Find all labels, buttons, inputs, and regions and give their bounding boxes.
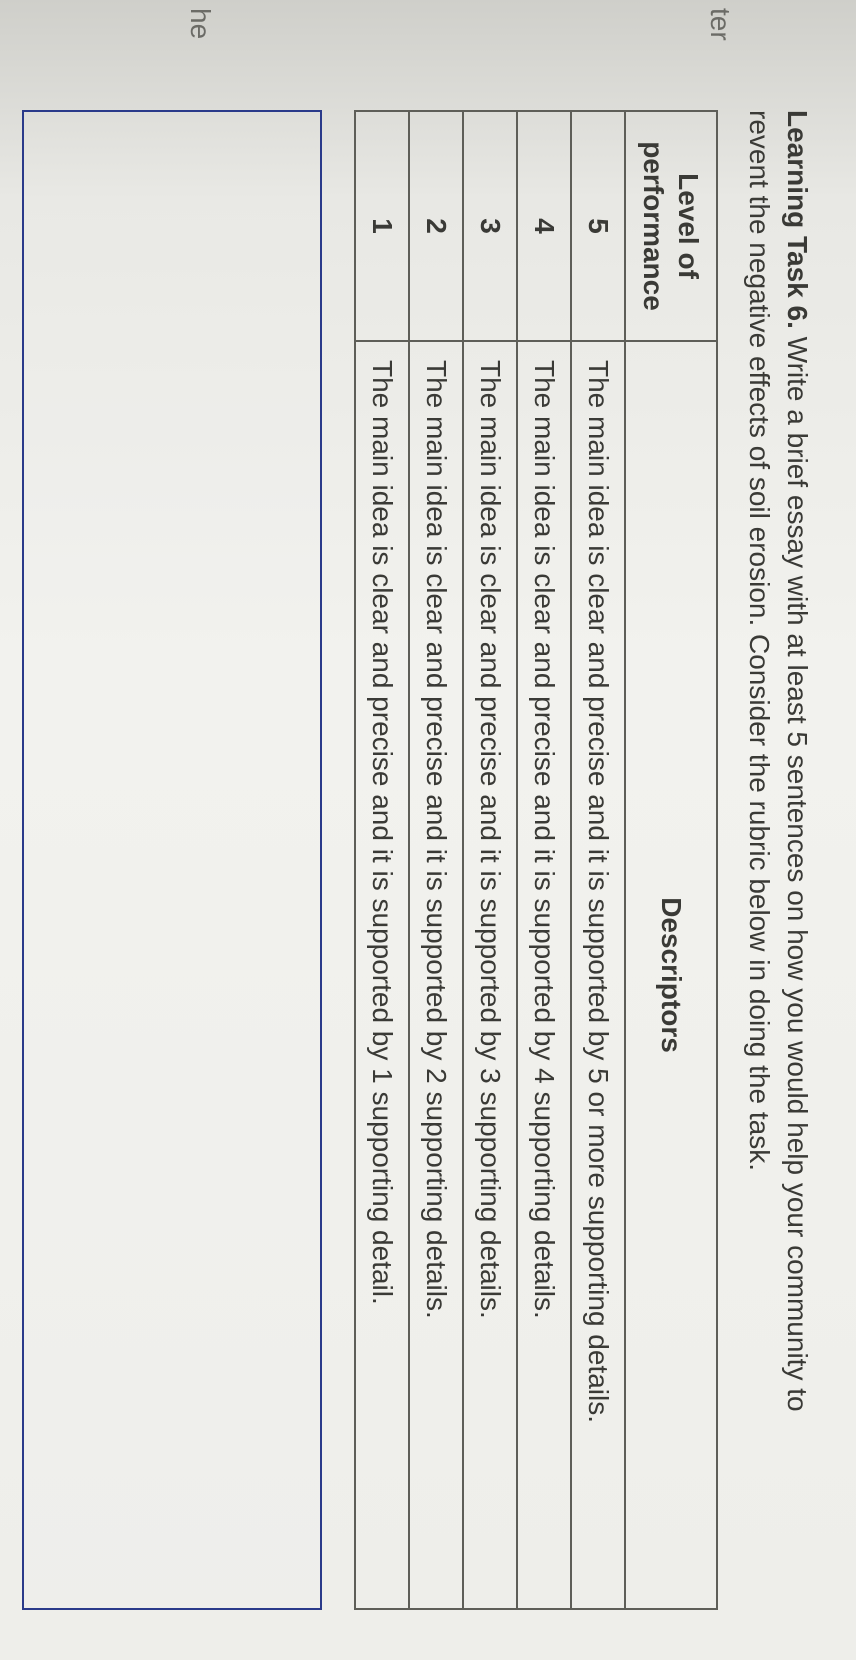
header-descriptors: Descriptors bbox=[625, 341, 717, 1609]
table-row: 2 The main idea is clear and precise and… bbox=[409, 111, 463, 1609]
task-text-2: revent the negative effects of soil eros… bbox=[744, 110, 775, 1171]
header-level: Level of performance bbox=[625, 111, 717, 341]
descriptor-cell: The main idea is clear and precise and i… bbox=[355, 341, 409, 1609]
margin-fragment-2: he bbox=[184, 8, 216, 39]
descriptor-cell: The main idea is clear and precise and i… bbox=[517, 341, 571, 1609]
page: ter he Learning Task 6. Write a brief es… bbox=[0, 0, 856, 1660]
task-text-1: Write a brief essay with at least 5 sent… bbox=[782, 329, 813, 1412]
task-instruction: Learning Task 6. Write a brief essay wit… bbox=[740, 110, 816, 1610]
rubric-table: Level of performance Descriptors 5 The m… bbox=[354, 110, 718, 1610]
level-cell: 3 bbox=[463, 111, 517, 341]
task-label: Learning Task 6. bbox=[782, 110, 813, 329]
table-row: 3 The main idea is clear and precise and… bbox=[463, 111, 517, 1609]
table-row: 1 The main idea is clear and precise and… bbox=[355, 111, 409, 1609]
descriptor-cell: The main idea is clear and precise and i… bbox=[409, 341, 463, 1609]
level-cell: 4 bbox=[517, 111, 571, 341]
essay-answer-box[interactable] bbox=[22, 110, 322, 1610]
table-row: 5 The main idea is clear and precise and… bbox=[571, 111, 625, 1609]
level-cell: 1 bbox=[355, 111, 409, 341]
descriptor-cell: The main idea is clear and precise and i… bbox=[463, 341, 517, 1609]
descriptor-cell: The main idea is clear and precise and i… bbox=[571, 341, 625, 1609]
table-header-row: Level of performance Descriptors bbox=[625, 111, 717, 1609]
table-row: 4 The main idea is clear and precise and… bbox=[517, 111, 571, 1609]
level-cell: 5 bbox=[571, 111, 625, 341]
margin-fragment-1: ter bbox=[704, 8, 736, 41]
level-cell: 2 bbox=[409, 111, 463, 341]
